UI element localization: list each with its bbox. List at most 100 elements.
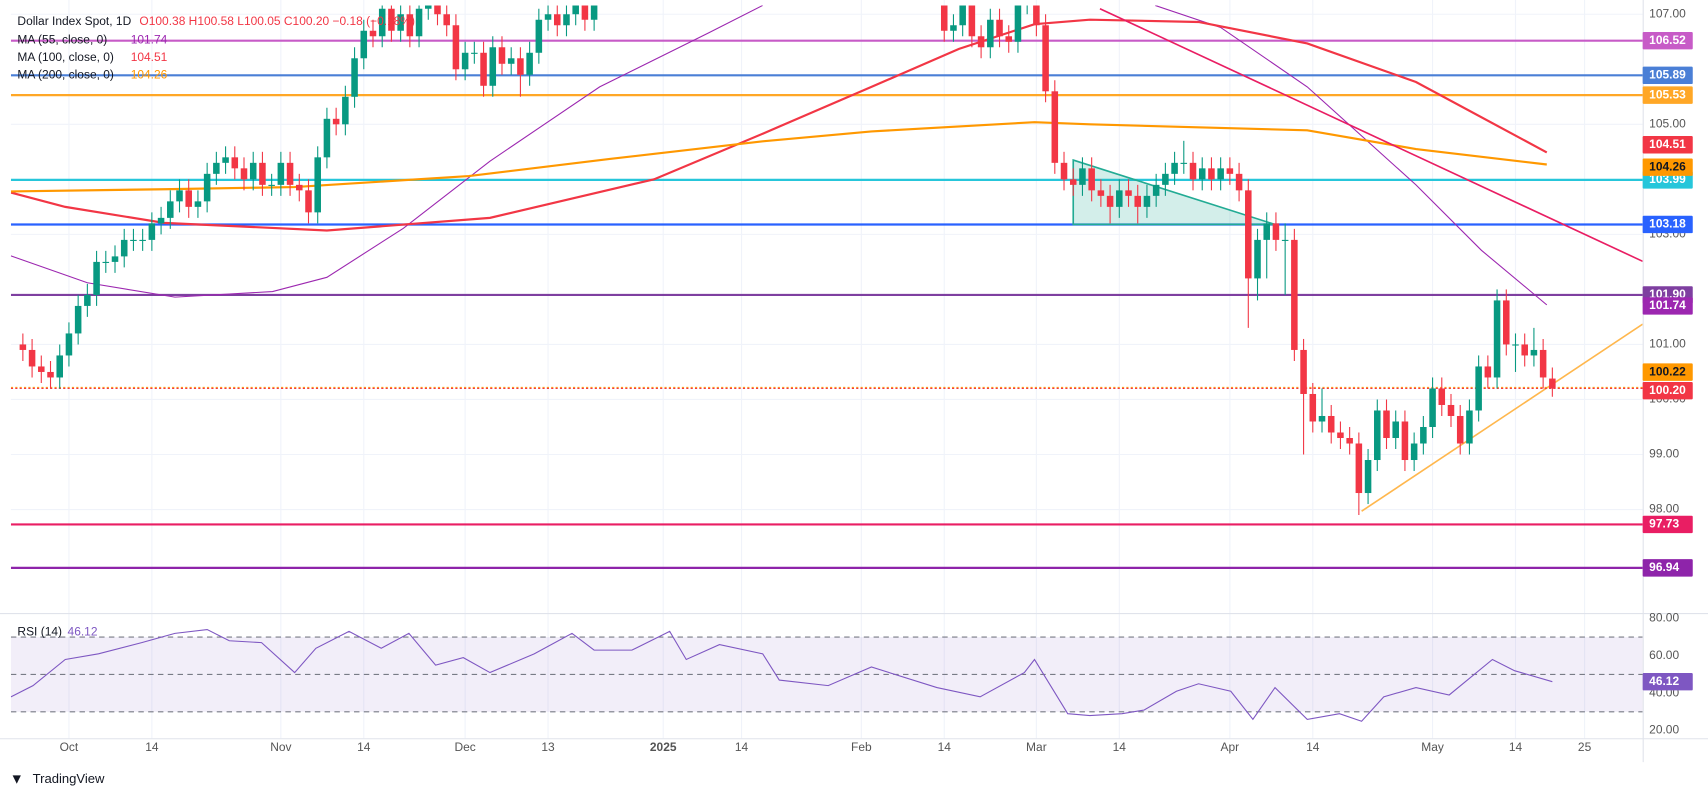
candle-body	[360, 30, 368, 59]
candle-body	[1327, 415, 1335, 433]
moving-average	[10, 18, 1548, 232]
candle-body	[1337, 432, 1344, 439]
candle-body	[1392, 421, 1399, 439]
candle-body	[1318, 415, 1326, 422]
legend: Dollar Index Spot, 1D O100.38 H100.58 L1…	[17, 14, 415, 639]
rsi-pane	[10, 628, 1643, 722]
candle-body	[1272, 223, 1280, 240]
candle-body	[323, 118, 331, 158]
candle-body	[1263, 223, 1270, 240]
candle-body	[1208, 168, 1215, 180]
ohlc-high: H100.58	[189, 14, 235, 28]
candle-body	[1447, 404, 1455, 416]
price-badge	[1642, 381, 1693, 400]
candle-body	[1152, 184, 1160, 196]
price-badge	[1642, 86, 1693, 104]
candle-body	[65, 333, 73, 356]
candle-body	[1014, 5, 1022, 42]
trendline	[1099, 7, 1643, 263]
price-badge	[1642, 363, 1693, 381]
candle-body	[1383, 410, 1390, 439]
candle-body	[1088, 168, 1095, 191]
x-tick-label: Nov	[270, 740, 291, 754]
price-badge-label: 97.73	[1649, 517, 1679, 531]
candle-body	[231, 157, 239, 169]
price-badge	[1642, 158, 1693, 176]
candle-body	[56, 355, 63, 378]
candle-body	[167, 201, 174, 218]
candle-body	[1235, 173, 1243, 191]
ma-legend-value: 101.74	[131, 32, 168, 46]
axes: Oct 14 Nov 14 Dec 13 2025 14 Feb 14 Mar 14 Apr 14 May 1…	[60, 6, 1693, 754]
y-tick-label: 107.00	[1649, 6, 1686, 20]
y-tick-label: 98.00	[1649, 502, 1679, 516]
candle-body	[130, 239, 137, 241]
candle-body	[968, 5, 976, 37]
candle-body	[950, 25, 957, 31]
candle-body	[38, 366, 45, 372]
price-badge	[1642, 66, 1693, 85]
candle-body	[1521, 344, 1528, 356]
price-badge	[1642, 215, 1693, 234]
price-badge	[1642, 136, 1693, 154]
candle-body	[996, 19, 1003, 37]
price-badge-label: 96.94	[1649, 560, 1679, 574]
candle-body	[517, 58, 524, 75]
candle-body	[1484, 366, 1492, 378]
candle-body	[1456, 415, 1464, 444]
price-badge-label: 101.74	[1649, 298, 1686, 312]
candle-body	[1281, 239, 1289, 241]
candle-body	[443, 14, 450, 26]
candle-body	[249, 162, 257, 180]
ma-legend-value: 104.51	[131, 50, 168, 64]
candle-body	[203, 173, 211, 202]
candle-body	[526, 52, 533, 75]
x-tick-label: 14	[1306, 740, 1320, 754]
y-tick-label: 105.00	[1649, 116, 1686, 130]
y-tick-label: 99.00	[1649, 447, 1679, 461]
candle-body	[1346, 438, 1353, 444]
candle-body	[1438, 388, 1446, 405]
candle-body	[1374, 410, 1381, 461]
candle-body	[47, 371, 54, 378]
candle-body	[222, 157, 229, 163]
candle-body	[296, 184, 303, 191]
x-tick-label: 14	[1113, 740, 1127, 754]
candle-body	[1125, 190, 1132, 196]
candle-body	[1512, 344, 1519, 346]
price-badge-label: 105.89	[1649, 67, 1686, 81]
candle-body	[1143, 195, 1151, 207]
price-badge-label: 106.52	[1649, 33, 1686, 47]
ma-legend-value: 104.26	[131, 67, 168, 81]
rsi-title: RSI (14)	[17, 625, 62, 639]
candle-body	[1106, 195, 1114, 207]
rsi-tick-label: 20.00	[1649, 723, 1679, 737]
price-badge	[1642, 31, 1693, 50]
candle-body	[1180, 162, 1188, 164]
price-badge-label: 100.20	[1649, 383, 1686, 397]
candle-body	[1245, 190, 1252, 279]
ohlc: O100.38 H100.58 L100.05 C100.20 −0.18 (−…	[139, 14, 415, 28]
brand-logo: ▼	[10, 770, 24, 786]
brand: ▼ TradingView	[10, 770, 105, 786]
candle-body	[369, 30, 377, 37]
candle-body	[480, 52, 487, 86]
candle-body	[305, 190, 312, 213]
price-badge-label: 104.51	[1649, 137, 1686, 151]
candle-body	[434, 5, 441, 15]
moving-average	[10, 121, 1547, 193]
x-tick-label: Dec	[454, 740, 475, 754]
candle-body	[240, 168, 248, 180]
price-badge	[1642, 297, 1693, 315]
x-tick-label: 14	[735, 740, 749, 754]
x-tick-label: 14	[938, 740, 952, 754]
candle-body	[1549, 378, 1556, 389]
x-tick-label: 14	[145, 740, 159, 754]
candle-body	[1217, 168, 1224, 180]
candle-body	[148, 223, 156, 240]
candle-body	[987, 19, 994, 48]
candle-body	[1005, 36, 1013, 42]
candle-body	[415, 8, 423, 37]
candle-body	[535, 19, 543, 53]
